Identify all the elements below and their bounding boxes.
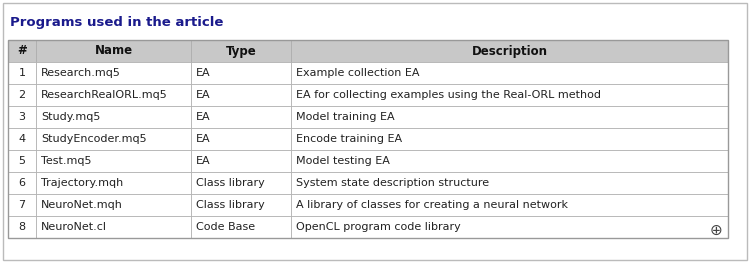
Text: #: # bbox=[17, 44, 27, 58]
Bar bbox=[36, 216, 191, 238]
Bar bbox=[8, 194, 36, 216]
Text: 5: 5 bbox=[19, 156, 26, 166]
Bar bbox=[291, 172, 728, 194]
Bar bbox=[291, 40, 728, 62]
Text: 7: 7 bbox=[19, 200, 26, 210]
Text: Model testing EA: Model testing EA bbox=[296, 156, 390, 166]
Bar bbox=[8, 128, 36, 150]
Bar bbox=[36, 84, 191, 106]
Text: 4: 4 bbox=[19, 134, 26, 144]
Text: Class library: Class library bbox=[196, 178, 265, 188]
Text: EA: EA bbox=[196, 112, 211, 122]
Text: EA: EA bbox=[196, 134, 211, 144]
Text: EA for collecting examples using the Real-ORL method: EA for collecting examples using the Rea… bbox=[296, 90, 601, 100]
Text: Research.mq5: Research.mq5 bbox=[41, 68, 121, 78]
Bar bbox=[191, 216, 291, 238]
Bar bbox=[191, 62, 291, 84]
Bar bbox=[36, 150, 191, 172]
Text: NeuroNet.mqh: NeuroNet.mqh bbox=[41, 200, 123, 210]
Bar bbox=[8, 106, 36, 128]
Bar bbox=[8, 84, 36, 106]
Bar bbox=[36, 194, 191, 216]
Text: Class library: Class library bbox=[196, 200, 265, 210]
Bar bbox=[36, 62, 191, 84]
Text: NeuroNet.cl: NeuroNet.cl bbox=[41, 222, 107, 232]
Bar bbox=[191, 40, 291, 62]
Bar bbox=[291, 62, 728, 84]
Text: 3: 3 bbox=[19, 112, 26, 122]
Text: 1: 1 bbox=[19, 68, 26, 78]
Text: Type: Type bbox=[226, 44, 256, 58]
Text: Description: Description bbox=[472, 44, 548, 58]
Text: Encode training EA: Encode training EA bbox=[296, 134, 402, 144]
Bar bbox=[291, 216, 728, 238]
Bar bbox=[191, 194, 291, 216]
Bar bbox=[191, 106, 291, 128]
Text: 2: 2 bbox=[19, 90, 26, 100]
Bar bbox=[291, 84, 728, 106]
Text: EA: EA bbox=[196, 156, 211, 166]
Bar bbox=[291, 106, 728, 128]
Text: Study.mq5: Study.mq5 bbox=[41, 112, 101, 122]
Text: EA: EA bbox=[196, 90, 211, 100]
Text: System state description structure: System state description structure bbox=[296, 178, 489, 188]
Text: A library of classes for creating a neural network: A library of classes for creating a neur… bbox=[296, 200, 568, 210]
Bar bbox=[36, 106, 191, 128]
Text: 8: 8 bbox=[19, 222, 26, 232]
Bar bbox=[191, 128, 291, 150]
Text: Model training EA: Model training EA bbox=[296, 112, 394, 122]
Text: Code Base: Code Base bbox=[196, 222, 255, 232]
Text: ResearchRealORL.mq5: ResearchRealORL.mq5 bbox=[41, 90, 168, 100]
Bar bbox=[191, 172, 291, 194]
Text: ⊕: ⊕ bbox=[710, 222, 722, 237]
Bar bbox=[36, 128, 191, 150]
Text: Trajectory.mqh: Trajectory.mqh bbox=[41, 178, 123, 188]
Text: Name: Name bbox=[94, 44, 133, 58]
Bar bbox=[291, 150, 728, 172]
Bar bbox=[8, 150, 36, 172]
Bar bbox=[36, 40, 191, 62]
Text: Example collection EA: Example collection EA bbox=[296, 68, 419, 78]
Bar bbox=[291, 128, 728, 150]
Bar bbox=[8, 40, 728, 238]
Bar bbox=[8, 172, 36, 194]
Bar bbox=[8, 216, 36, 238]
Text: OpenCL program code library: OpenCL program code library bbox=[296, 222, 460, 232]
Bar bbox=[291, 194, 728, 216]
Text: Programs used in the article: Programs used in the article bbox=[10, 16, 223, 29]
Text: StudyEncoder.mq5: StudyEncoder.mq5 bbox=[41, 134, 147, 144]
Text: Test.mq5: Test.mq5 bbox=[41, 156, 92, 166]
Bar bbox=[8, 40, 36, 62]
Text: EA: EA bbox=[196, 68, 211, 78]
Text: 6: 6 bbox=[19, 178, 26, 188]
Bar bbox=[191, 150, 291, 172]
Bar bbox=[36, 172, 191, 194]
Bar bbox=[191, 84, 291, 106]
Bar bbox=[8, 62, 36, 84]
